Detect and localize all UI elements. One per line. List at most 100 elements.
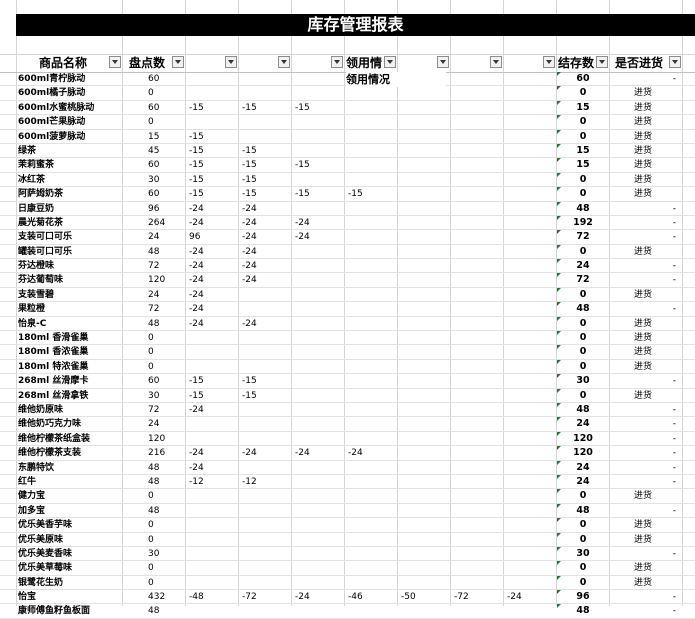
cell-count[interactable]: 0 [148,534,154,545]
cell-need[interactable]: - [612,417,682,431]
cell-usage[interactable] [454,518,502,532]
cell-need[interactable]: - [612,273,682,287]
cell-usage[interactable] [189,86,237,100]
cell-usage[interactable] [454,446,502,460]
cell-usage[interactable] [401,216,449,230]
cell-usage[interactable] [348,288,396,302]
cell-product-name[interactable]: 果粒橙 [18,304,46,315]
cell-usage[interactable] [242,504,290,518]
cell-usage[interactable]: -15 [242,145,257,156]
cell-count[interactable]: 30 [148,174,160,185]
filter-dropdown-name[interactable] [109,56,121,68]
cell-usage[interactable]: -24 [348,448,363,459]
cell-usage[interactable] [507,144,555,158]
cell-stock[interactable]: 0 [579,576,587,588]
cell-usage[interactable] [295,604,343,618]
cell-count[interactable]: 0 [148,577,154,588]
cell-usage[interactable] [295,547,343,561]
cell-usage[interactable] [348,604,396,618]
cell-usage[interactable] [401,461,449,475]
cell-usage[interactable] [454,374,502,388]
cell-usage[interactable] [348,101,396,115]
cell-usage[interactable] [454,533,502,547]
cell-stock[interactable]: 0 [579,288,587,300]
cell-usage[interactable] [348,389,396,403]
cell-usage[interactable] [401,101,449,115]
cell-need[interactable]: 进货 [612,576,682,590]
cell-usage[interactable]: -15 [242,390,257,401]
cell-usage[interactable] [507,115,555,129]
cell-need[interactable]: - [612,604,682,618]
cell-usage[interactable]: -15 [189,131,204,142]
cell-usage[interactable] [507,432,555,446]
cell-stock[interactable]: 48 [576,303,590,315]
cell-usage[interactable] [507,533,555,547]
cell-usage[interactable]: -24 [242,318,257,329]
cell-usage[interactable] [454,115,502,129]
cell-usage[interactable] [454,144,502,158]
cell-usage[interactable] [454,504,502,518]
cell-usage[interactable] [507,173,555,187]
cell-usage[interactable] [454,245,502,259]
cell-count[interactable]: 48 [148,318,160,329]
cell-usage[interactable] [295,202,343,216]
cell-count[interactable]: 48 [148,505,160,516]
cell-need[interactable]: 进货 [612,331,682,345]
cell-stock[interactable]: 0 [579,317,587,329]
cell-count[interactable]: 15 [148,131,160,142]
cell-usage[interactable] [242,115,290,129]
cell-usage[interactable] [401,202,449,216]
cell-usage[interactable] [242,302,290,316]
cell-usage[interactable]: -12 [189,476,204,487]
cell-product-name[interactable]: 优乐美草莓味 [18,563,73,574]
cell-usage[interactable]: -24 [189,304,204,315]
cell-usage[interactable] [454,288,502,302]
cell-usage[interactable] [348,273,396,287]
cell-stock[interactable]: 120 [573,447,593,459]
cell-usage[interactable] [454,317,502,331]
cell-count[interactable]: 48 [148,476,160,487]
cell-usage[interactable] [295,72,343,86]
cell-usage[interactable] [295,475,343,489]
cell-product-name[interactable]: 维他柠檬茶纸盒装 [18,433,91,444]
cell-stock[interactable]: 0 [579,188,587,200]
cell-usage[interactable] [401,604,449,618]
cell-usage[interactable] [348,518,396,532]
cell-count[interactable]: 0 [148,347,154,358]
cell-usage[interactable] [454,345,502,359]
cell-usage[interactable] [507,273,555,287]
cell-usage[interactable] [454,273,502,287]
cell-product-name[interactable]: 银鹭花生奶 [18,577,64,588]
cell-usage[interactable]: -24 [242,246,257,257]
cell-usage[interactable]: -24 [295,232,310,243]
cell-usage[interactable] [401,489,449,503]
cell-count[interactable]: 120 [148,433,166,444]
cell-usage[interactable] [401,403,449,417]
cell-count[interactable]: 0 [148,117,154,128]
cell-product-name[interactable]: 康师傅鱼籽鱼板面 [18,606,91,617]
cell-usage[interactable] [189,504,237,518]
cell-usage[interactable] [401,158,449,172]
cell-stock[interactable]: 0 [579,116,587,128]
cell-need[interactable]: - [612,590,682,604]
cell-usage[interactable] [295,331,343,345]
cell-usage[interactable] [507,72,555,86]
cell-usage[interactable] [189,518,237,532]
cell-usage[interactable] [348,504,396,518]
cell-usage[interactable] [189,547,237,561]
cell-usage[interactable] [242,130,290,144]
cell-usage[interactable] [507,187,555,201]
cell-usage[interactable] [507,374,555,388]
cell-count[interactable]: 45 [148,145,160,156]
cell-usage[interactable] [454,101,502,115]
cell-product-name[interactable]: 阿萨姆奶茶 [18,189,64,200]
cell-usage[interactable] [242,360,290,374]
cell-usage[interactable] [401,389,449,403]
cell-usage[interactable]: -12 [242,476,257,487]
filter-dropdown-usage-6[interactable] [437,56,449,68]
cell-usage[interactable] [295,302,343,316]
cell-stock[interactable]: 60 [576,73,590,84]
cell-count[interactable]: 60 [148,160,160,171]
cell-stock[interactable]: 24 [576,475,590,487]
cell-usage[interactable]: -15 [295,160,310,171]
